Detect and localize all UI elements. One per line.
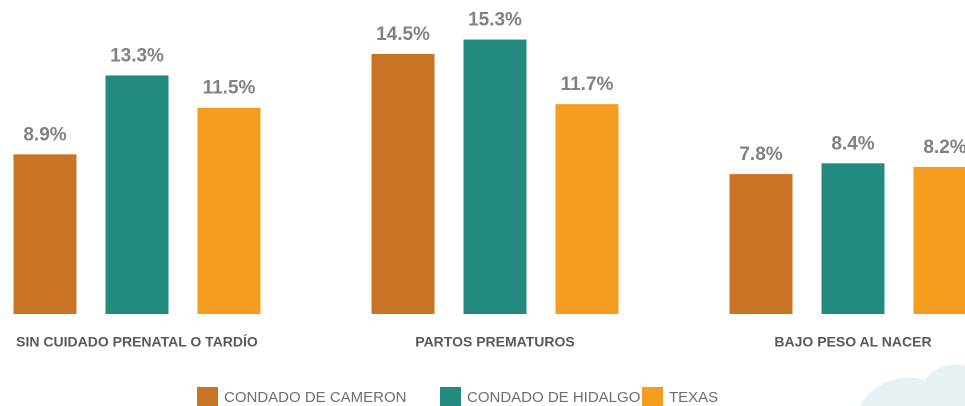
bar xyxy=(729,174,793,314)
legend-label: CONDADO DE HIDALGO xyxy=(467,389,640,406)
value-label: 8.9% xyxy=(23,124,66,145)
value-label: 15.3% xyxy=(468,10,522,31)
category-label: BAJO PESO AL NACER xyxy=(774,334,931,350)
legend-label: TEXAS xyxy=(669,389,718,406)
bar xyxy=(555,104,619,314)
legend-label: CONDADO DE CAMERON xyxy=(224,389,407,406)
legend-swatch xyxy=(197,387,218,406)
bar xyxy=(371,53,435,314)
category-label: PARTOS PREMATUROS xyxy=(415,334,574,350)
bar xyxy=(913,166,965,314)
bar xyxy=(463,39,527,315)
legend-swatch xyxy=(642,387,663,406)
value-label: 13.3% xyxy=(110,45,164,66)
value-label: 11.5% xyxy=(203,78,256,99)
value-label: 11.7% xyxy=(561,74,614,95)
value-label: 14.5% xyxy=(376,24,430,45)
bar xyxy=(821,163,885,314)
bar xyxy=(197,107,261,314)
value-label: 8.4% xyxy=(831,133,874,154)
bar xyxy=(105,75,169,315)
bar xyxy=(13,154,77,314)
legend-swatch xyxy=(440,387,461,406)
decoration xyxy=(860,364,965,406)
value-label: 8.2% xyxy=(923,137,965,158)
value-label: 7.8% xyxy=(739,144,782,165)
category-label: SIN CUIDADO PRENATAL O TARDÍO xyxy=(16,334,258,350)
